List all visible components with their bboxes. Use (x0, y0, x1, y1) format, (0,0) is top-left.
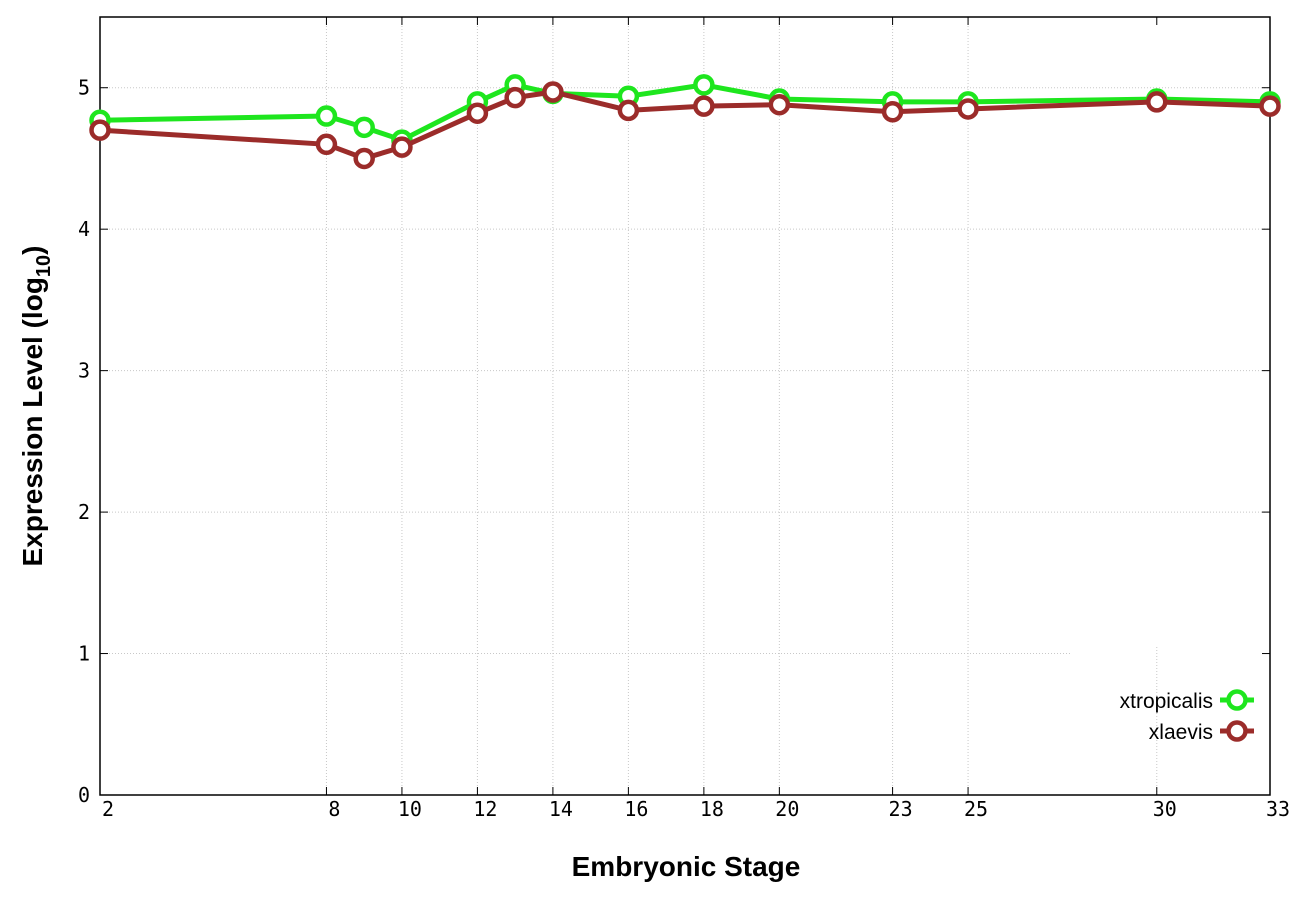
x-tick-label: 20 (775, 797, 799, 821)
x-tick-label: 30 (1153, 797, 1177, 821)
y-axis-title-main: Expression Level (log (17, 277, 48, 566)
data-point-xlaevis (504, 86, 526, 109)
y-tick-label: 0 (78, 783, 90, 807)
data-point-xtropicalis (315, 105, 338, 127)
data-point-xlaevis (466, 102, 489, 124)
x-axis-title: Embryonic Stage (572, 851, 801, 882)
grid (100, 17, 1270, 795)
data-point-xlaevis (1146, 91, 1168, 113)
y-tick-label: 5 (78, 76, 90, 100)
data-point-xlaevis (353, 147, 375, 170)
y-tick-label: 4 (78, 217, 90, 241)
x-tick-label: 25 (964, 797, 988, 821)
y-tick-label: 2 (78, 500, 90, 524)
data-point-xlaevis (693, 95, 715, 117)
x-tick-label: 18 (700, 797, 724, 821)
data-point-xlaevis (881, 101, 904, 123)
y-axis-title-close: ) (17, 246, 48, 255)
data-point-xlaevis (315, 133, 338, 156)
legend-swatch-marker-xlaevis (1226, 720, 1248, 742)
y-tick-label: 3 (78, 359, 90, 383)
data-point-xlaevis (542, 81, 564, 103)
x-tick-label: 33 (1266, 797, 1290, 821)
data-point-xtropicalis (353, 116, 375, 139)
data-point-xlaevis (391, 136, 413, 158)
series-layer (89, 74, 1281, 170)
data-point-xtropicalis (693, 74, 715, 96)
data-point-xlaevis (1259, 95, 1281, 117)
data-point-xlaevis (89, 119, 111, 141)
legend: xtropicalis xlaevis (1120, 689, 1254, 744)
legend-label-xlaevis: xlaevis (1149, 721, 1213, 744)
x-tick-label: 16 (624, 797, 648, 821)
x-tick-label: 2 (102, 797, 114, 821)
legend-label-xtropicalis: xtropicalis (1120, 690, 1213, 713)
data-point-xlaevis (957, 98, 979, 120)
y-tick-label: 1 (78, 642, 90, 666)
data-point-xlaevis (617, 99, 640, 122)
data-point-xlaevis (768, 93, 791, 116)
x-tick-label: 8 (328, 797, 340, 821)
plot-frame (99, 16, 1271, 796)
x-tick-label: 12 (473, 797, 497, 821)
legend-swatch-marker-xtropicalis (1226, 689, 1248, 711)
x-tick-label: 23 (889, 797, 913, 821)
x-tick-label: 14 (549, 797, 573, 821)
y-axis-title-subscript: 10 (33, 255, 55, 277)
y-axis-title: Expression Level (log10) (17, 246, 55, 567)
series-xlaevis (89, 81, 1281, 170)
x-tick-label: 10 (398, 797, 422, 821)
